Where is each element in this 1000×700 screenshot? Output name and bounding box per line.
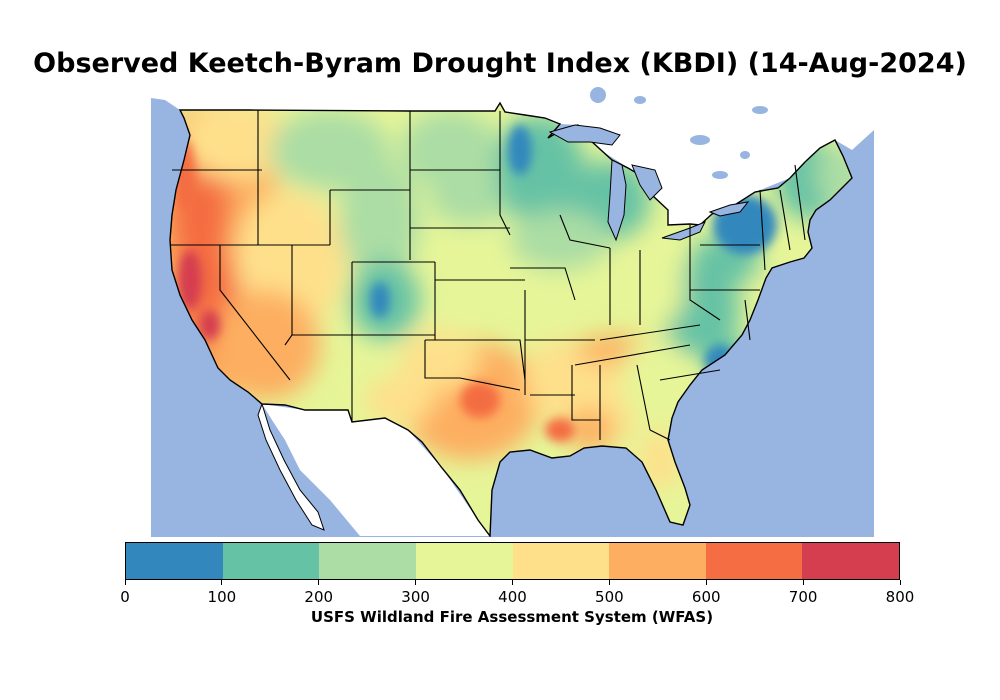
tick-label: 200 [304, 588, 334, 606]
tick-label: 0 [120, 588, 130, 606]
tick-mark [221, 580, 223, 585]
tick-mark [124, 580, 126, 585]
great-lakes [548, 124, 750, 242]
tick-label: 600 [691, 588, 721, 606]
colorbar-bin-300-400 [415, 543, 513, 579]
colorbar-bin-700-800 [802, 543, 899, 579]
colorbar-bin-400-500 [512, 543, 610, 579]
colorbar-ticks: 0 100 200 300 400 500 600 700 800 [120, 580, 914, 610]
colorbar-bin-0-100 [126, 543, 223, 579]
colorbar [125, 542, 900, 580]
state-borders [170, 110, 806, 441]
map-title: Observed Keetch-Byram Drought Index (KBD… [33, 48, 967, 79]
tick-label: 700 [788, 588, 818, 606]
canada-land [151, 84, 874, 225]
tick-mark [318, 580, 320, 585]
tick-mark [899, 580, 901, 585]
colorbar-label: USFS Wildland Fire Assessment System (WF… [310, 608, 714, 626]
colorbar-bin-200-300 [319, 543, 416, 579]
tick-label: 400 [498, 588, 527, 606]
tick-mark [608, 580, 610, 585]
baja-peninsula [257, 402, 325, 531]
mexico-land [262, 404, 490, 536]
tick-label: 800 [885, 588, 915, 606]
tick-mark [705, 580, 707, 585]
tick-label: 500 [595, 588, 624, 606]
tick-label: 100 [207, 588, 237, 606]
canada-lake-shapes [590, 87, 768, 179]
colorbar-bin-100-200 [222, 543, 320, 579]
tick-mark [802, 580, 804, 585]
tick-mark [415, 580, 417, 585]
colorbar-bin-500-600 [609, 543, 706, 579]
tick-mark [512, 580, 513, 585]
tick-label: 300 [401, 588, 430, 606]
colorbar-bin-600-700 [705, 543, 803, 579]
kbdi-map [151, 84, 874, 537]
